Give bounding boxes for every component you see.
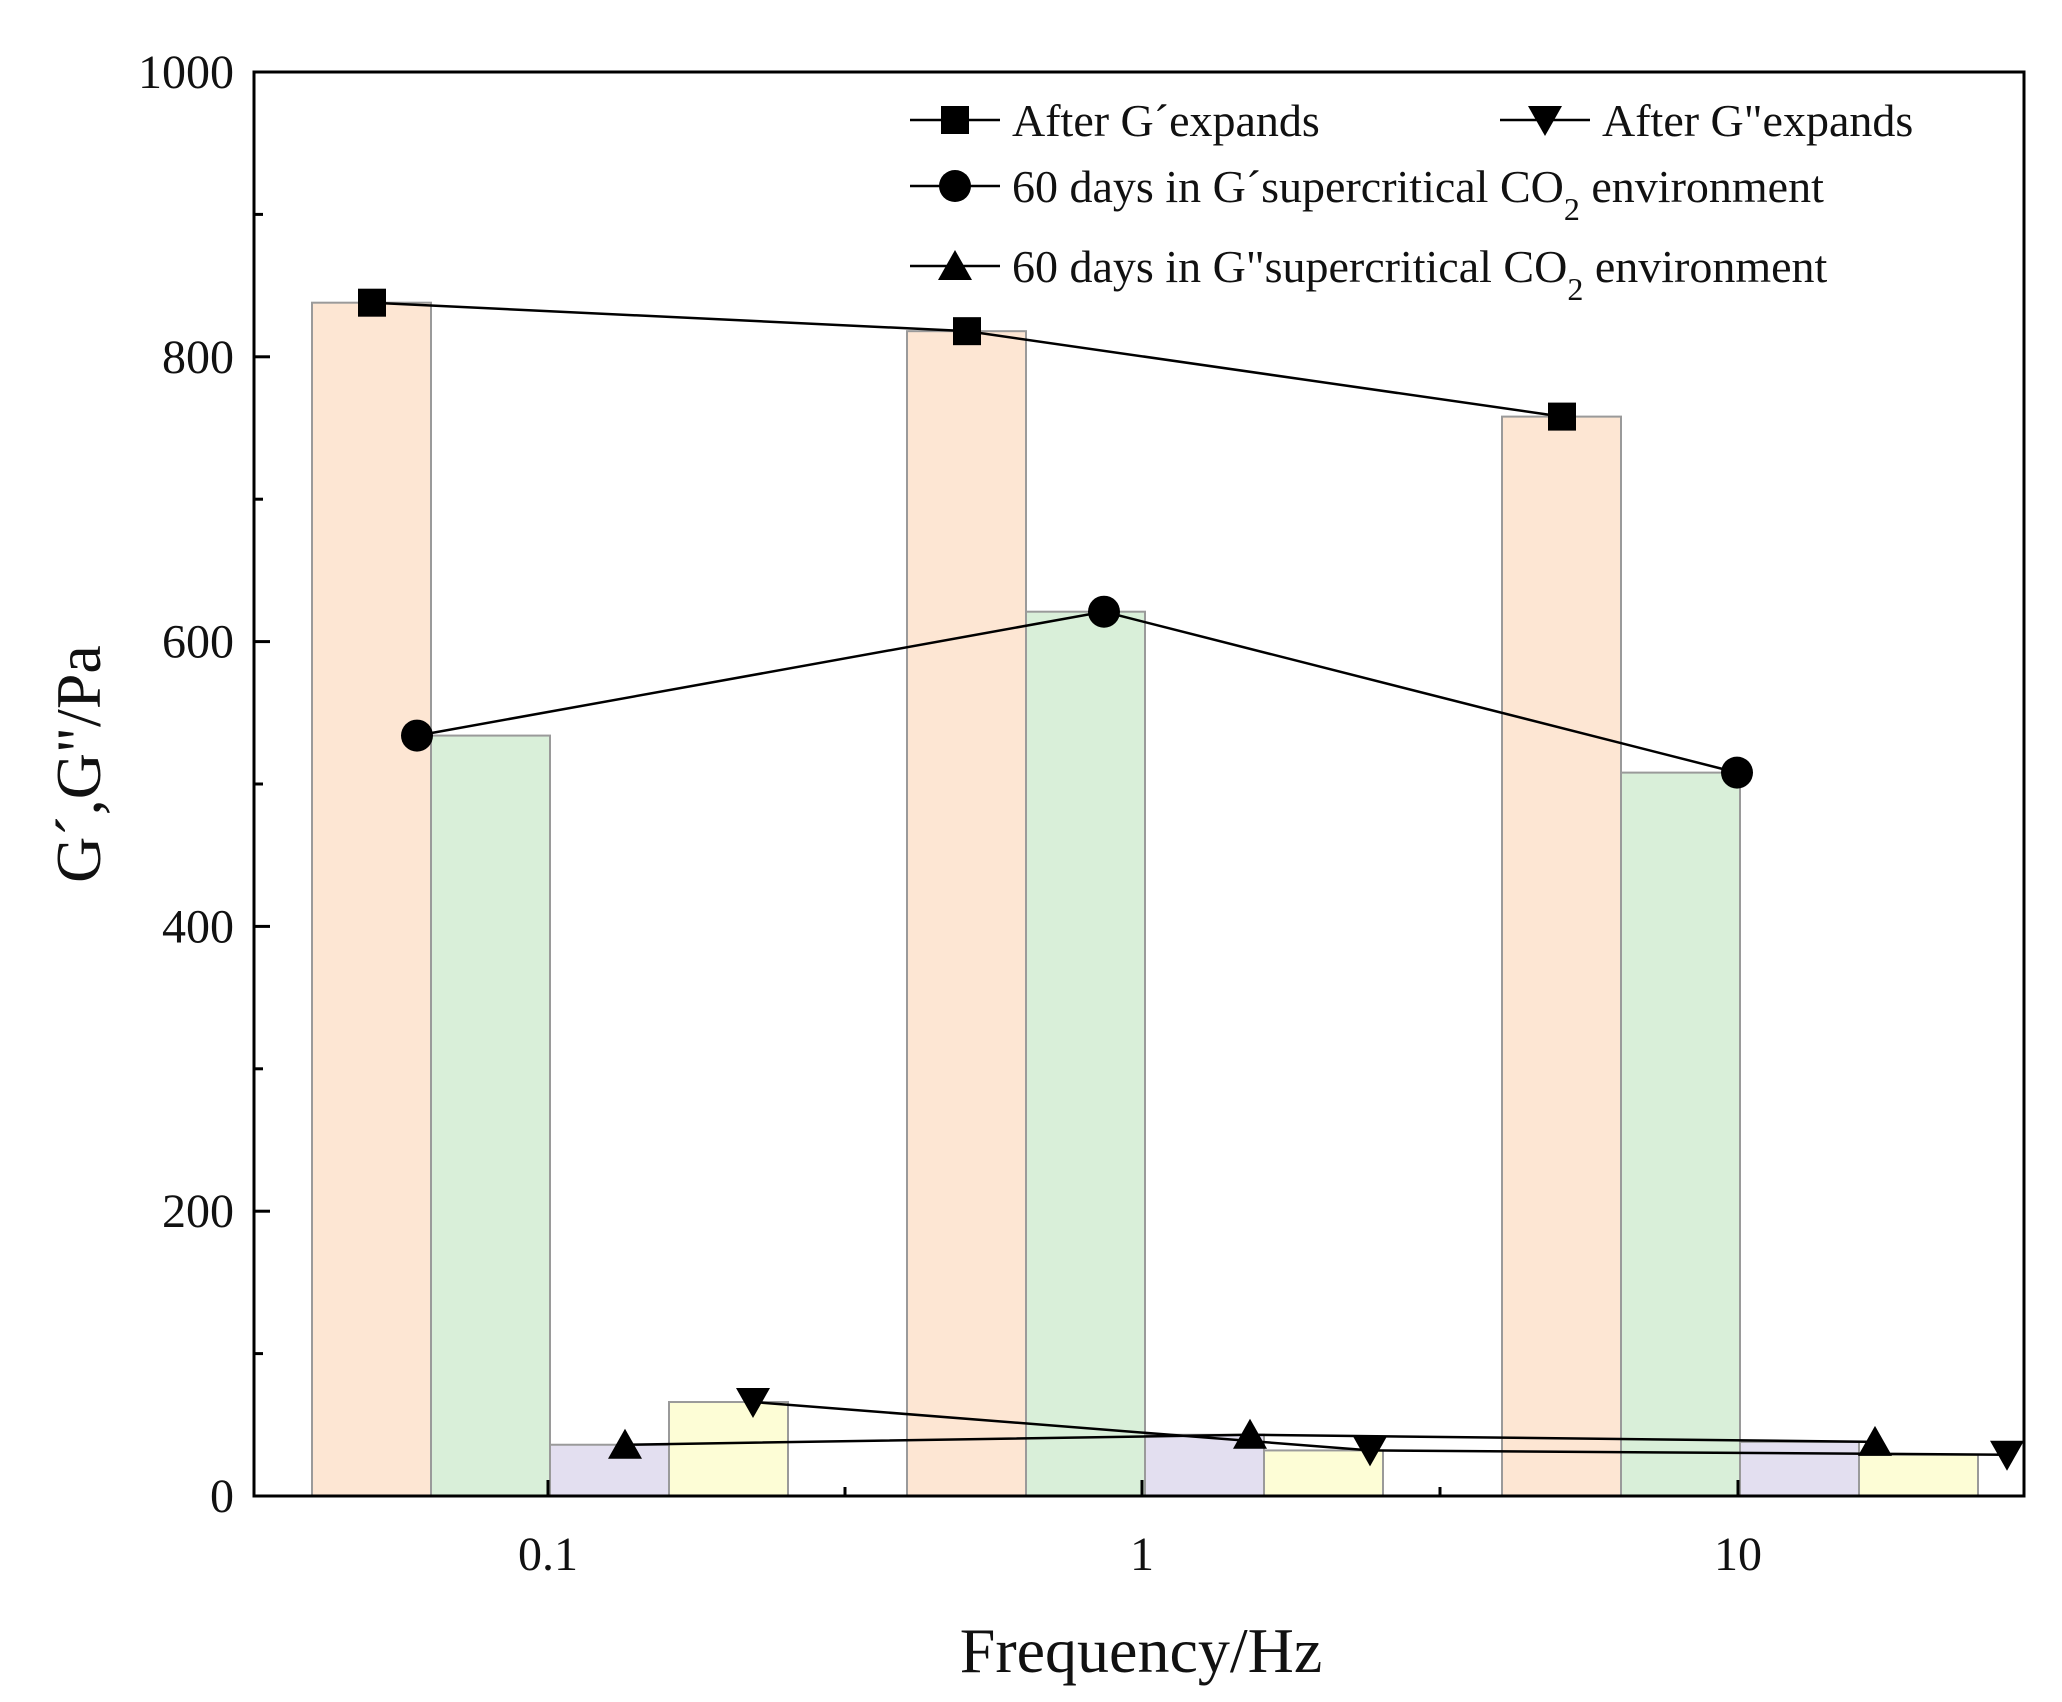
legend-label-subscript: 2: [1564, 191, 1580, 227]
legend-entry-2: 60 days in G´supercritical CO2 environme…: [910, 161, 1824, 227]
legend-label-part: After G"expands: [1602, 95, 1913, 146]
legend-label: After G´expands: [1012, 95, 1320, 146]
legend-label-part: After G´expands: [1012, 95, 1320, 146]
marker-2-1: [1088, 595, 1120, 628]
marker-3-0.1: [608, 1428, 642, 1459]
legend-label-part: environment: [1583, 241, 1827, 292]
y-tick-label: 0: [210, 1470, 234, 1523]
legend-label: After G"expands: [1602, 95, 1913, 146]
marker-1-10: [1548, 402, 1576, 431]
bars-layer: [311, 301, 1979, 1498]
marker-2-10: [1721, 756, 1753, 789]
y-axis-title: G´,G"/Pa: [43, 645, 114, 883]
bar-4-1: [1263, 1449, 1384, 1498]
marker-4-0.1: [736, 1388, 770, 1419]
legend-entry-3: 60 days in G"supercritical CO2 environme…: [910, 241, 1828, 307]
legend-label: 60 days in G"supercritical CO2 environme…: [1012, 241, 1828, 307]
y-tick-label: 800: [162, 331, 234, 384]
bar-1-0.1: [311, 301, 432, 1497]
y-tick-label: 1000: [138, 46, 234, 99]
y-tick-label: 400: [162, 900, 234, 953]
y-tick-label: 200: [162, 1185, 234, 1238]
legend-marker-triangle-up: [938, 250, 972, 280]
legend-entry-1: After G´expands: [910, 95, 1320, 146]
bar-3-10: [1739, 1440, 1860, 1497]
legend-label-part: environment: [1580, 161, 1824, 212]
bar-4-10: [1858, 1453, 1979, 1497]
marker-1-0.1: [358, 288, 386, 317]
bar-3-0.1: [549, 1443, 670, 1497]
legend-label-part: 60 days in G"supercritical CO: [1012, 241, 1567, 292]
marker-3-10: [1858, 1425, 1892, 1456]
legend-label-part: 60 days in G´supercritical CO: [1012, 161, 1564, 212]
axes-layer: 0 200 400 600 800 1000 0.1 1 10: [138, 46, 1762, 1581]
marker-2-0.1: [401, 719, 433, 752]
marker-4-10: [1990, 1440, 2024, 1471]
x-tick-label: 0.1: [518, 1528, 578, 1581]
marker-4-1: [1353, 1436, 1387, 1467]
x-tick-label: 1: [1130, 1528, 1154, 1581]
marker-3-1: [1233, 1418, 1267, 1449]
bar-1-10: [1501, 415, 1622, 1497]
bar-2-1: [1025, 610, 1146, 1497]
legend-label-subscript: 2: [1567, 271, 1583, 307]
bar-2-0.1: [430, 734, 551, 1497]
x-axis-title: Frequency/Hz: [960, 1615, 1323, 1686]
bar-4-0.1: [668, 1401, 789, 1497]
markers-layer: [358, 288, 2024, 1471]
x-tick-label: 10: [1714, 1528, 1762, 1581]
legend-marker-triangle-down: [1528, 106, 1562, 136]
legend: After G´expands After G"expands 60 days in…: [910, 95, 1913, 307]
y-tick-label: 600: [162, 616, 234, 669]
legend-marker-square: [941, 106, 969, 134]
bar-2-10: [1620, 771, 1741, 1497]
legend-marker-circle: [939, 170, 971, 202]
lines-layer: [371, 301, 2008, 1456]
legend-entry-4: After G"expands: [1500, 95, 1913, 146]
legend-label: 60 days in G´supercritical CO2 environme…: [1012, 161, 1824, 227]
bar-1-1: [906, 330, 1027, 1498]
marker-1-1: [953, 317, 981, 346]
